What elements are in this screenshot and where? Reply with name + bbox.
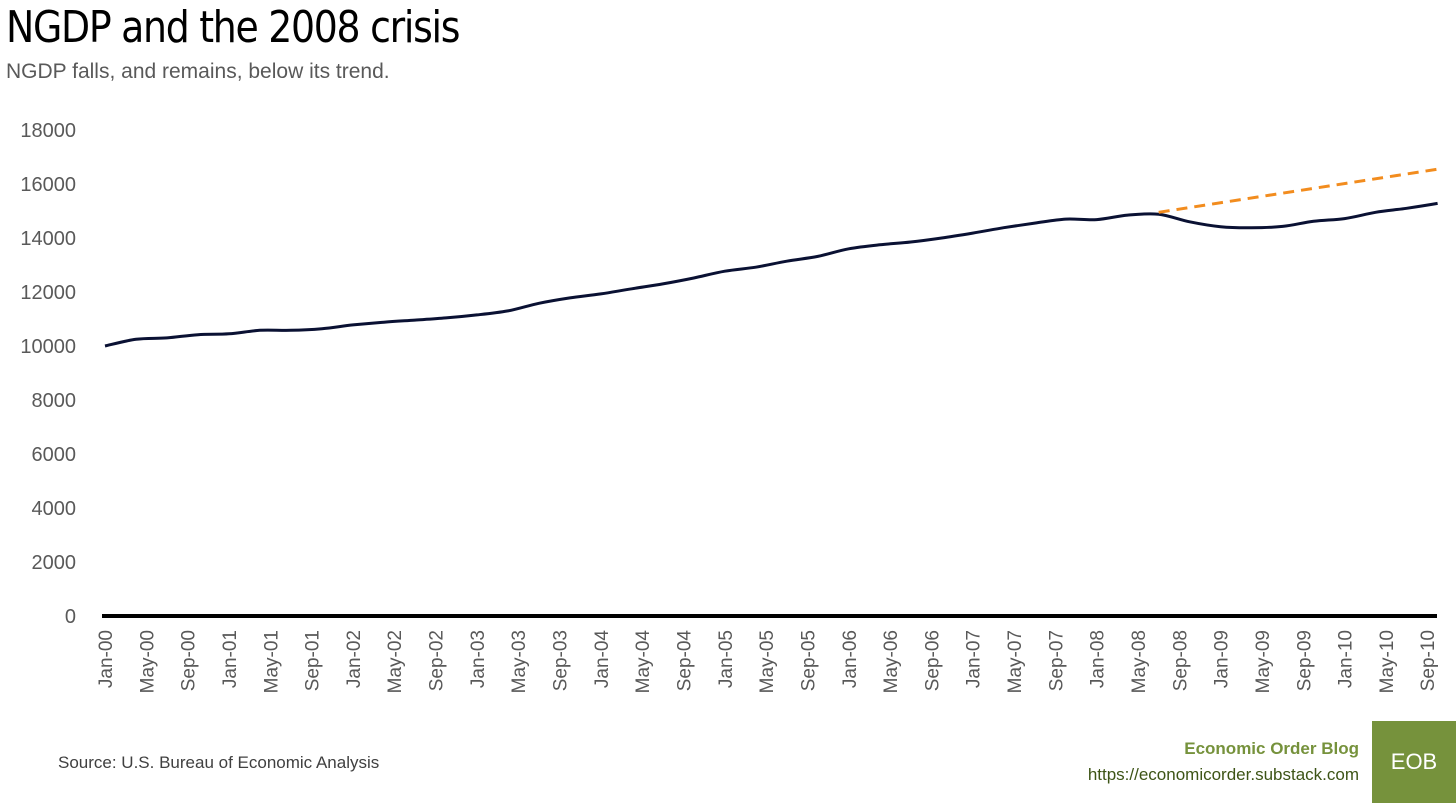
- x-tick-label: May-01: [261, 630, 282, 693]
- x-tick-label: Sep-09: [1294, 630, 1315, 691]
- x-tick-label: May-02: [385, 630, 406, 693]
- source-note: Source: U.S. Bureau of Economic Analysis: [58, 753, 380, 772]
- x-tick-label: Jan-01: [220, 630, 241, 688]
- series-line-trend: [1158, 167, 1438, 214]
- x-tick-label: May-06: [881, 630, 902, 693]
- x-tick-label: Sep-02: [427, 630, 448, 691]
- y-tick-label: 0: [65, 606, 76, 628]
- brand-name: Economic Order Blog: [1184, 739, 1359, 758]
- x-tick-label: Sep-00: [179, 630, 200, 691]
- x-tick-label: May-07: [1005, 630, 1026, 693]
- x-tick-label: May-00: [137, 630, 158, 693]
- x-tick-label: Jan-10: [1336, 630, 1357, 688]
- brand-logo: EOB: [1372, 721, 1456, 803]
- y-tick-label: 2000: [32, 552, 77, 574]
- x-tick-label: Jan-05: [716, 630, 737, 688]
- series-layer: [104, 167, 1438, 348]
- x-tick-label: Jan-08: [1088, 630, 1109, 688]
- x-tick-label: Sep-04: [675, 630, 696, 692]
- x-axis-tick-labels: Jan-00 May-00 Sep-00 Jan-01 May-01 Sep-01 Jan-…: [96, 630, 1439, 694]
- brand-url: https://economicorder.substack.com: [1087, 765, 1359, 784]
- y-tick-label: 14000: [20, 228, 76, 250]
- y-tick-label: 10000: [20, 336, 76, 358]
- x-tick-label: Sep-06: [922, 630, 943, 691]
- x-tick-label: Sep-07: [1046, 630, 1067, 691]
- chart-title: NGDP and the 2008 crisis: [6, 2, 460, 53]
- x-tick-label: May-10: [1377, 630, 1398, 693]
- x-tick-label: May-04: [633, 630, 654, 694]
- y-tick-label: 4000: [32, 498, 77, 520]
- x-tick-label: Jan-07: [964, 630, 985, 688]
- x-tick-label: Sep-03: [551, 630, 572, 691]
- x-tick-label: Jan-03: [468, 630, 489, 688]
- chart-subtitle: NGDP falls, and remains, below its trend…: [6, 60, 390, 83]
- x-tick-label: May-09: [1253, 630, 1274, 693]
- series-line-ngdp: [104, 201, 1438, 348]
- y-tick-label: 16000: [20, 174, 76, 196]
- x-tick-label: Jan-02: [344, 630, 365, 688]
- x-tick-label: Jan-04: [592, 630, 613, 689]
- y-tick-label: 6000: [32, 444, 77, 466]
- x-tick-label: Jan-00: [96, 630, 117, 688]
- y-tick-label: 8000: [32, 390, 77, 412]
- x-tick-label: Sep-05: [798, 630, 819, 691]
- y-tick-label: 18000: [20, 120, 76, 142]
- x-tick-label: May-03: [509, 630, 530, 693]
- x-tick-label: May-05: [757, 630, 778, 693]
- x-tick-label: Sep-10: [1418, 630, 1439, 691]
- x-tick-label: Sep-01: [303, 630, 324, 691]
- x-tick-label: May-08: [1129, 630, 1150, 693]
- x-tick-label: Jan-06: [840, 630, 861, 688]
- x-tick-label: Jan-09: [1212, 630, 1233, 688]
- x-tick-label: Sep-08: [1170, 630, 1191, 691]
- y-tick-label: 12000: [20, 282, 76, 304]
- y-axis-tick-labels: 0 2000 4000 6000 8000 10000 12000 14000 16000 180…: [20, 120, 76, 628]
